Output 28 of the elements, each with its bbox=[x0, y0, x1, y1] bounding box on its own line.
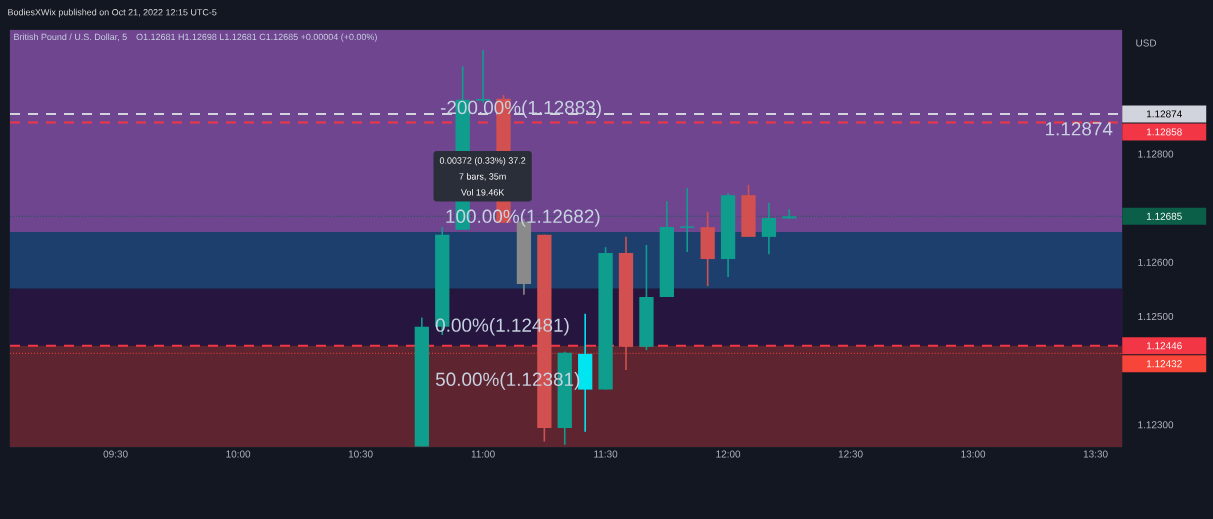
annotation: 7 bars, 35m bbox=[459, 173, 506, 181]
y-tick-label: 1.12600 bbox=[1138, 258, 1174, 266]
chart-subtitle: O1.12681 H1.12698 L1.12681 C1.12685 +0.00004 (+0.00%) bbox=[136, 33, 377, 42]
ref-line-label: 1.12874 bbox=[1146, 110, 1182, 118]
y-tick-label: 1.12300 bbox=[1138, 421, 1174, 429]
candlestick bbox=[679, 187, 696, 253]
x-tick-label: 11:00 bbox=[471, 450, 495, 458]
y-tick-label: 1.12800 bbox=[1138, 150, 1174, 158]
chart-title: British Pound / U.S. Dollar, 5 bbox=[14, 33, 127, 42]
annotation: Vol 19.46K bbox=[460, 189, 505, 196]
ref-line-label: 1.12446 bbox=[1146, 342, 1182, 350]
ref-line-label: 1.12432 bbox=[1146, 360, 1182, 368]
text: BodiesXWix published on Oct 21, 2022 12:15 UTC-5 bbox=[8, 8, 217, 18]
x-tick-label: 11:30 bbox=[594, 450, 618, 458]
ref-line-label: 1.12858 bbox=[1146, 128, 1182, 136]
x-tick-label: 09:30 bbox=[103, 450, 128, 458]
candlestick bbox=[761, 201, 777, 255]
annotation: 0.00372 (0.33%) 37.2 bbox=[439, 157, 526, 166]
x-tick-label: 10:30 bbox=[348, 450, 373, 458]
x-tick-label: 13:00 bbox=[961, 450, 986, 458]
x-tick-label: 12:30 bbox=[838, 450, 863, 458]
annotation: 1.12874 bbox=[1045, 122, 1113, 136]
x-tick-label: 10:00 bbox=[226, 450, 251, 458]
ref-line-label: 1.12685 bbox=[1146, 212, 1182, 220]
y-tick-label: 1.12500 bbox=[1138, 312, 1174, 320]
y-axis-title: USD bbox=[1136, 39, 1157, 47]
x-tick-label: 12:00 bbox=[716, 450, 741, 458]
x-tick-label: 13:30 bbox=[1083, 450, 1108, 458]
